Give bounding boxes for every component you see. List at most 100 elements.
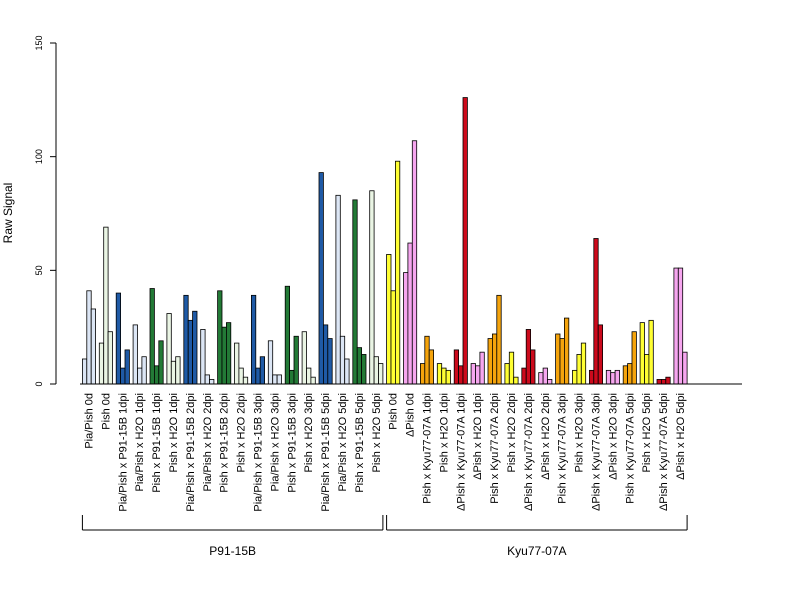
bar bbox=[352, 199, 358, 385]
x-tick-label: Pia/Pish x H2O 2dpi bbox=[202, 393, 214, 491]
bar bbox=[272, 374, 278, 385]
bar bbox=[419, 363, 426, 385]
bar bbox=[462, 97, 468, 385]
bar bbox=[153, 365, 160, 385]
bar bbox=[521, 367, 527, 385]
bar-group bbox=[605, 369, 620, 385]
x-tick-label: Pish x H2O 2dpi bbox=[236, 393, 248, 472]
bar bbox=[677, 267, 684, 385]
x-tick-label: Pia/Pish x P91-15B 3dpi bbox=[253, 393, 265, 512]
bar bbox=[115, 292, 121, 385]
bar bbox=[250, 294, 257, 385]
x-tick-label: Pish x Kyu77-07A 1dpi bbox=[422, 393, 434, 504]
bar bbox=[267, 340, 274, 385]
bar bbox=[530, 349, 536, 385]
section-label: Kyu77-07A bbox=[507, 544, 566, 558]
bar-group bbox=[555, 317, 570, 385]
bar bbox=[673, 267, 679, 385]
bar bbox=[403, 272, 409, 385]
bar bbox=[610, 372, 616, 385]
bar bbox=[107, 331, 113, 385]
bar-group bbox=[589, 238, 604, 385]
bar bbox=[221, 326, 227, 385]
bar-group bbox=[183, 294, 198, 385]
bar bbox=[103, 226, 109, 385]
bar bbox=[301, 331, 307, 385]
bar bbox=[378, 363, 384, 385]
bar-group bbox=[622, 331, 637, 385]
x-tick-label: Pish x P91-15B 3dpi bbox=[286, 393, 298, 493]
bar bbox=[580, 342, 587, 385]
x-tick-label: Pish x P91-15B 2dpi bbox=[219, 393, 231, 493]
section-label: P91-15B bbox=[209, 544, 256, 558]
y-axis-label: Raw Signal bbox=[1, 183, 15, 244]
bar-group bbox=[301, 331, 316, 385]
x-tick-label: Pia/Pish x P91-15B 1dpi bbox=[117, 393, 129, 512]
bar bbox=[90, 308, 96, 385]
bar bbox=[407, 242, 413, 385]
bar bbox=[394, 160, 401, 385]
bar-group bbox=[250, 294, 266, 385]
bar-group bbox=[82, 290, 96, 385]
bar bbox=[322, 324, 329, 385]
bar-group bbox=[318, 172, 333, 385]
bar bbox=[132, 324, 138, 385]
x-tick-label: Pish x P91-15B 5dpi bbox=[354, 393, 366, 493]
x-tick-label: Pish x P91-15B 1dpi bbox=[151, 393, 163, 493]
bar-group bbox=[470, 351, 485, 385]
section-bracket: P91-15B bbox=[81, 515, 384, 558]
section-brackets: P91-15B Kyu77-07A bbox=[81, 515, 688, 558]
bar-group bbox=[521, 329, 536, 385]
bar bbox=[538, 372, 544, 385]
bar-group bbox=[487, 294, 502, 385]
bar bbox=[82, 358, 88, 385]
bar bbox=[487, 338, 493, 385]
bar bbox=[622, 365, 629, 385]
bar bbox=[656, 379, 662, 385]
bar bbox=[572, 369, 578, 385]
bar bbox=[149, 288, 155, 385]
bar-group bbox=[453, 97, 468, 385]
x-tick-label: ΔPish x Kyu77-07A 5dpi bbox=[658, 393, 670, 511]
bar-group bbox=[217, 290, 232, 385]
bar bbox=[445, 369, 451, 385]
bar-group bbox=[284, 285, 299, 385]
x-tick-label: Pia/Pish x H2O 1dpi bbox=[134, 393, 146, 491]
bar bbox=[504, 363, 510, 385]
bar bbox=[183, 294, 189, 385]
x-tick-label: ΔPish x H2O 5dpi bbox=[675, 393, 687, 480]
bar bbox=[255, 367, 261, 385]
bar bbox=[293, 335, 299, 385]
bar bbox=[390, 290, 396, 385]
bar bbox=[187, 319, 193, 385]
x-tick-label: Pish x H2O 5dpi bbox=[371, 393, 383, 472]
bar bbox=[327, 338, 333, 385]
bar bbox=[597, 324, 604, 385]
bar bbox=[373, 356, 379, 385]
bar-group bbox=[166, 313, 181, 385]
bar bbox=[204, 374, 210, 385]
bar bbox=[310, 376, 316, 385]
x-tick-labels: Pia/Pish 0d Pish 0d Pia/Pish x P91-15B 1dp… bbox=[84, 393, 688, 512]
bar bbox=[508, 351, 515, 385]
x-tick-label: Pish x H2O 3dpi bbox=[574, 393, 586, 472]
bar bbox=[627, 363, 633, 385]
bar bbox=[225, 322, 232, 385]
bar bbox=[475, 365, 481, 385]
bar bbox=[424, 335, 430, 385]
bar-group bbox=[656, 376, 671, 385]
x-tick-label: Pish 0d bbox=[100, 393, 112, 430]
bar-group bbox=[200, 329, 215, 385]
bar bbox=[428, 349, 435, 385]
bar-group bbox=[538, 367, 553, 385]
bar-group bbox=[335, 194, 350, 385]
bar bbox=[170, 360, 177, 385]
bar-group bbox=[132, 324, 147, 385]
bar bbox=[318, 172, 324, 385]
bar-group bbox=[673, 267, 688, 385]
x-tick-label: ΔPish x Kyu77-07A 2dpi bbox=[523, 393, 535, 511]
bar bbox=[242, 376, 249, 385]
bar bbox=[547, 379, 553, 385]
x-tick-label: ΔPish x Kyu77-07A 1dpi bbox=[455, 393, 467, 511]
